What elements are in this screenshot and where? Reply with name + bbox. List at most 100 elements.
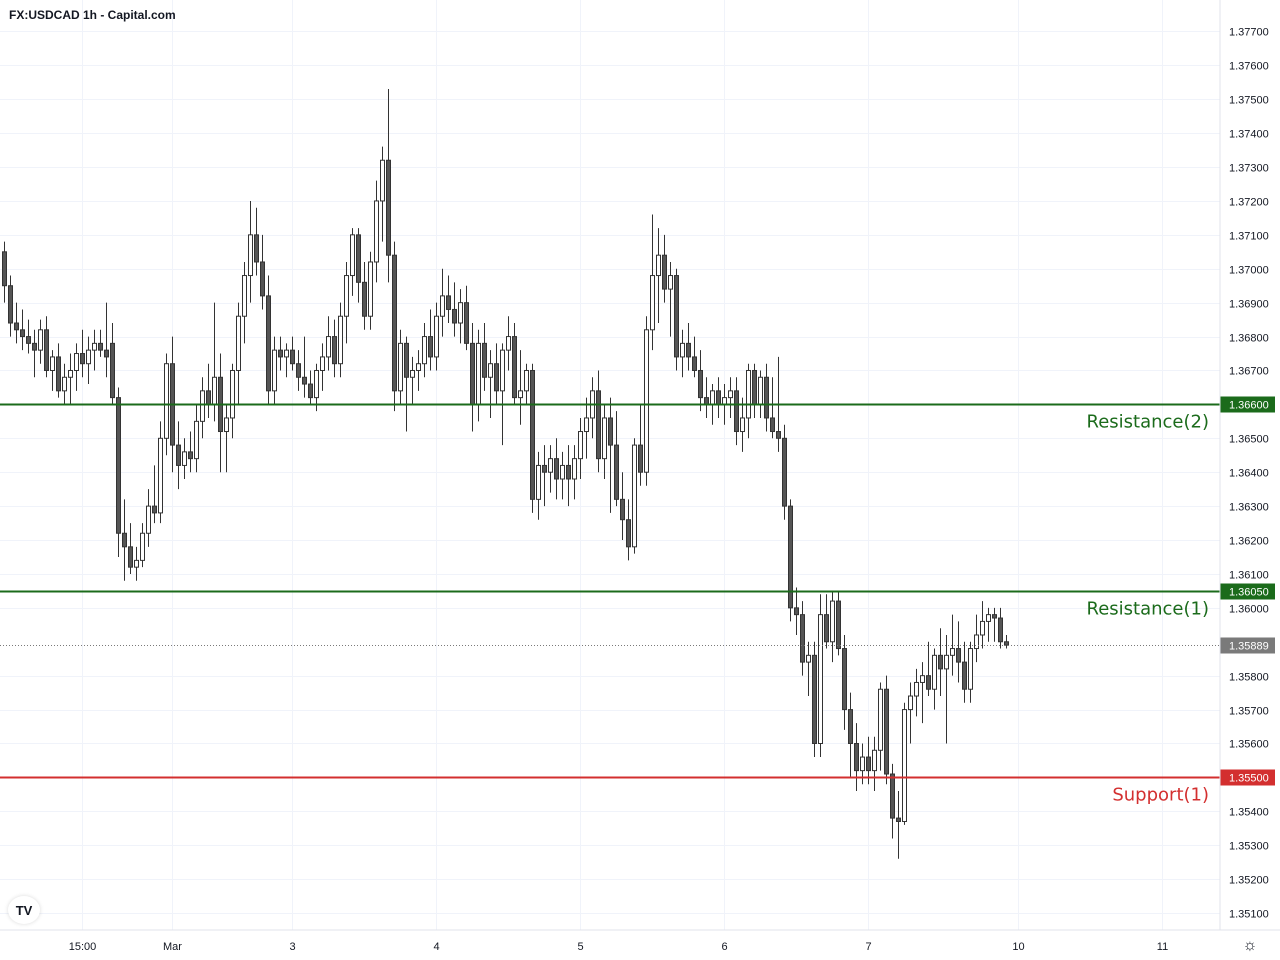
candle-body bbox=[926, 675, 931, 690]
candle-body bbox=[554, 458, 559, 480]
candle-body bbox=[674, 275, 679, 358]
candle-body bbox=[332, 336, 337, 365]
candle-body bbox=[98, 342, 103, 351]
candle-body bbox=[500, 349, 505, 392]
candle-body bbox=[950, 648, 955, 656]
candle-body bbox=[968, 648, 973, 690]
candle-body bbox=[506, 336, 511, 351]
tradingview-logo-icon[interactable]: TV bbox=[8, 896, 40, 924]
candle-body bbox=[608, 417, 613, 446]
level-label: Support(1) bbox=[1112, 785, 1209, 806]
y-tick-label: 1.36500 bbox=[1229, 434, 1269, 446]
candle-body bbox=[14, 322, 19, 331]
candle-body bbox=[746, 369, 751, 419]
candle-body bbox=[584, 417, 589, 433]
candle-body bbox=[782, 437, 787, 507]
candle-body bbox=[638, 444, 643, 473]
candle-series bbox=[2, 89, 1009, 859]
candle-body bbox=[56, 356, 61, 392]
candle-body bbox=[158, 437, 163, 514]
candle-body bbox=[392, 254, 397, 392]
candle-body bbox=[122, 532, 127, 548]
candle-body bbox=[188, 451, 193, 460]
candle-body bbox=[404, 342, 409, 378]
time-axis[interactable]: 15:00 Mar 3 4 5 6 7 10 11 bbox=[0, 929, 1280, 953]
y-tick-label: 1.35400 bbox=[1229, 807, 1269, 819]
candle-body bbox=[662, 254, 667, 290]
gear-icon[interactable]: ☼ bbox=[1242, 937, 1258, 954]
candle-body bbox=[866, 756, 871, 772]
candle-body bbox=[920, 675, 925, 683]
candle-body bbox=[728, 390, 733, 399]
candle-body bbox=[878, 688, 883, 751]
candle-body bbox=[890, 773, 895, 819]
candle-body bbox=[524, 369, 529, 392]
y-tick-label: 1.36800 bbox=[1229, 333, 1269, 345]
y-tick-label: 1.36100 bbox=[1229, 570, 1269, 582]
candle-body bbox=[434, 315, 439, 358]
candle-body bbox=[74, 353, 79, 371]
candle-body bbox=[734, 390, 739, 433]
candle-body bbox=[740, 417, 745, 433]
candle-body bbox=[986, 614, 991, 622]
candle-body bbox=[914, 681, 919, 697]
y-tick-label: 1.36400 bbox=[1229, 468, 1269, 480]
candle-body bbox=[416, 363, 421, 371]
candle-body bbox=[548, 458, 553, 473]
candle-body bbox=[50, 356, 55, 371]
candle-body bbox=[536, 464, 541, 500]
candle-body bbox=[812, 654, 817, 744]
candle-body bbox=[362, 281, 367, 317]
candle-body bbox=[242, 275, 247, 317]
candle-body bbox=[2, 251, 7, 287]
candle-body bbox=[758, 376, 763, 405]
candle-body bbox=[410, 369, 415, 378]
x-tick-label: 10 bbox=[1012, 941, 1024, 953]
y-tick-label: 1.35700 bbox=[1229, 706, 1269, 718]
current-price-badge bbox=[1220, 637, 1275, 654]
candle-body bbox=[446, 295, 451, 310]
candle-body bbox=[788, 505, 793, 609]
y-tick-label: 1.35600 bbox=[1229, 739, 1269, 751]
candle-body bbox=[440, 295, 445, 317]
price-axis[interactable]: 1.37700 1.37600 1.37500 1.37400 1.37300 1.372… bbox=[1219, 0, 1269, 930]
candle-body bbox=[668, 275, 673, 290]
y-tick-label: 1.37000 bbox=[1229, 265, 1269, 277]
x-tick-label: 11 bbox=[1157, 941, 1168, 953]
level-price-badge bbox=[1220, 583, 1275, 600]
y-tick-label: 1.37600 bbox=[1229, 61, 1269, 73]
x-tick-label: 15:00 bbox=[69, 941, 97, 953]
candle-body bbox=[254, 234, 259, 263]
candle-body bbox=[182, 451, 187, 466]
candle-body bbox=[626, 519, 631, 548]
y-tick-label: 1.37500 bbox=[1229, 95, 1269, 107]
candle-body bbox=[992, 614, 997, 619]
candle-body bbox=[776, 431, 781, 439]
candle-body bbox=[860, 756, 865, 772]
candle-body bbox=[902, 709, 907, 822]
candle-body bbox=[308, 383, 313, 399]
candle-body bbox=[686, 342, 691, 358]
candle-body bbox=[260, 261, 265, 297]
candle-body bbox=[26, 336, 31, 344]
candle-body bbox=[680, 342, 685, 358]
candle-body bbox=[368, 261, 373, 317]
y-tick-label: 1.35300 bbox=[1229, 841, 1269, 853]
candle-body bbox=[620, 498, 625, 521]
candle-body bbox=[140, 532, 145, 561]
x-tick-label: Mar bbox=[163, 941, 182, 953]
candle-body bbox=[236, 315, 241, 371]
x-tick-label: 6 bbox=[721, 941, 727, 953]
candle-body bbox=[596, 390, 601, 460]
candle-body bbox=[152, 505, 157, 514]
candle-body bbox=[428, 336, 433, 358]
level-price-label: 1.35500 bbox=[1229, 773, 1269, 785]
candle-body bbox=[530, 369, 535, 500]
candle-body bbox=[704, 397, 709, 405]
candle-body bbox=[962, 661, 967, 690]
candle-body bbox=[128, 546, 133, 568]
candle-body bbox=[818, 614, 823, 744]
candle-body bbox=[80, 353, 85, 365]
candle-body bbox=[1004, 641, 1009, 646]
